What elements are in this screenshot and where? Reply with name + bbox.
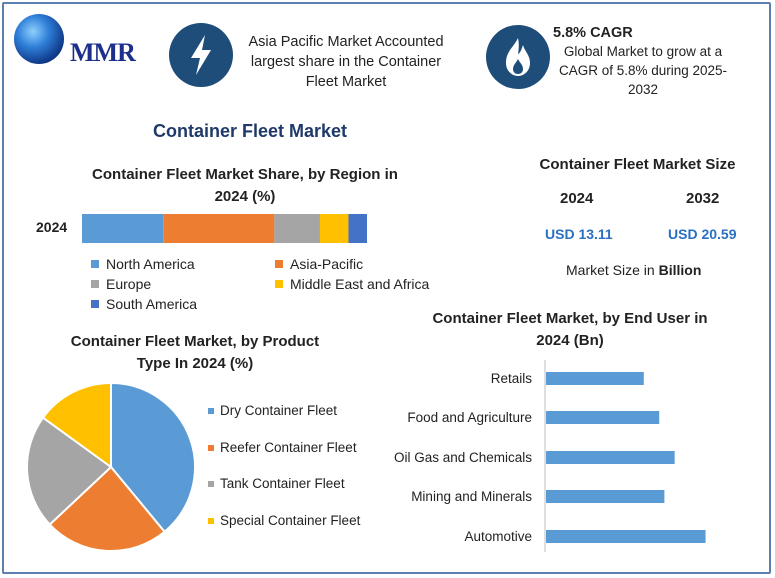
region-bar-segment-north-america [82,214,164,243]
cagr-title: 5.8% CAGR [553,25,633,41]
size-year-2024: 2024 [560,190,594,207]
legend-label: Dry Container Fleet [220,403,338,418]
region-bar-segment-europe [274,214,320,243]
region-title-line-2: 2024 (%) [214,188,276,205]
legend-label: Europe [106,276,152,292]
legend-label: Special Container Fleet [220,513,361,528]
region-bar-segment-asia-pacific [163,214,275,243]
product-title-line-1: Container Fleet Market, by Product [70,333,320,350]
size-year-2032: 2032 [686,190,720,207]
size-note-unit: Billion [658,262,702,278]
callout-line-2: largest share in the Container [250,54,442,70]
size-note-prefix: Market Size in [566,262,659,278]
pie-legend-reefer: Reefer Container Fleet [208,440,357,455]
legend-swatch [91,260,99,268]
legend-label: North America [106,256,195,272]
cagr-line-3: 2032 [627,82,659,97]
callout-line-1: Asia Pacific Market Accounted [248,34,444,50]
legend-swatch [208,480,214,487]
callout-line-3: Fleet Market [305,74,387,90]
legend-swatch [208,444,214,451]
enduser-category-label: Automotive [464,529,532,544]
pie-slice-dry-container-fleet [110,381,196,534]
enduser-bar-mining-and-minerals [546,490,665,503]
pie-legend-dry: Dry Container Fleet [208,403,337,418]
legend-asia-pacific: Asia-Pacific [275,256,363,272]
pie-legend-special: Special Container Fleet [208,513,360,528]
size-value-2032: USD 20.59 [668,226,737,242]
legend-label: Tank Container Fleet [220,476,345,491]
enduser-category-label: Retails [490,371,532,386]
market-size-note: Market Size in Billion [566,262,701,278]
legend-label: South America [106,296,198,312]
region-bar-segment-south-america [348,214,367,243]
legend-middle-east-africa: Middle East and Africa [275,276,429,292]
region-bar-segment-middle-east-and-africa [319,214,349,243]
size-value-2024: USD 13.11 [545,226,613,242]
region-chart-title: Container Fleet Market Share, by Region … [70,164,420,208]
legend-south-america: South America [91,296,197,312]
market-size-title: Container Fleet Market Size [539,156,736,173]
pie-slice-special-container-fleet [41,381,112,469]
legend-swatch [91,300,99,308]
legend-label: Asia-Pacific [290,256,364,272]
legend-swatch [275,260,283,268]
region-title-line-1: Container Fleet Market Share, by Region … [92,166,398,183]
enduser-bar-automotive [546,530,706,543]
legend-swatch [208,407,214,414]
enduser-chart-title: Container Fleet Market, by End User in 2… [405,308,735,352]
cagr-line-2: CAGR of 5.8% during 2025- [558,63,728,78]
pie-slice-tank-container-fleet [26,416,113,526]
enduser-bar-food-and-agriculture [546,411,660,424]
enduser-title-line-2: 2024 (Bn) [536,332,604,349]
enduser-category-label: Mining and Minerals [411,489,532,504]
main-title: Container Fleet Market [152,121,348,141]
pie-slice-reefer-container-fleet [48,465,166,552]
logo-text: MMR [70,38,136,67]
globe-logo-icon [14,14,64,64]
legend-swatch [275,280,283,288]
enduser-category-label: Food and Agriculture [407,410,532,425]
cagr-callout: Global Market to grow at a CAGR of 5.8% … [555,42,731,99]
enduser-bar-oil-gas-and-chemicals [546,451,675,464]
legend-north-america: North America [91,256,195,272]
legend-label: Reefer Container Fleet [220,440,357,455]
legend-swatch [208,517,214,524]
product-chart-title: Container Fleet Market, by Product Type … [40,331,350,375]
flame-icon [486,25,550,89]
cagr-line-1: Global Market to grow at a [563,44,723,59]
pie-legend-tank: Tank Container Fleet [208,476,345,491]
asia-pacific-callout: Asia Pacific Market Accounted largest sh… [236,32,456,92]
legend-europe: Europe [91,276,151,292]
product-title-line-2: Type In 2024 (%) [136,355,254,372]
legend-label: Middle East and Africa [290,276,430,292]
enduser-bar-retails [546,372,644,385]
lightning-icon [169,23,233,87]
enduser-category-label: Oil Gas and Chemicals [393,450,532,465]
region-year-label: 2024 [36,219,68,235]
enduser-title-line-1: Container Fleet Market, by End User in [432,310,708,327]
legend-swatch [91,280,99,288]
